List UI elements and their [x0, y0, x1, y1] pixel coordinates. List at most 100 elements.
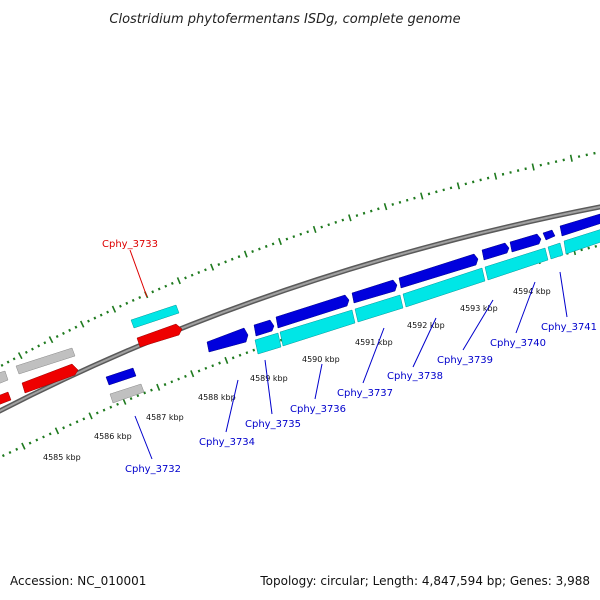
gene-arrow-blue[interactable]: [481, 242, 510, 261]
leader-line: [264, 359, 273, 415]
minor-tick: [327, 223, 331, 227]
gene-arrow-red[interactable]: [0, 391, 12, 405]
minor-tick: [593, 151, 596, 155]
major-tick: [88, 412, 93, 420]
minor-tick: [334, 220, 338, 224]
leader-line: [134, 415, 153, 460]
minor-tick: [74, 325, 78, 329]
minor-tick: [435, 190, 438, 194]
minor-tick: [6, 360, 10, 364]
minor-tick: [413, 196, 416, 200]
gene-label-cphy-3737[interactable]: Cphy_3737: [337, 388, 393, 399]
minor-tick: [170, 380, 174, 384]
major-tick: [210, 263, 215, 271]
minor-tick: [252, 348, 256, 352]
minor-tick: [12, 357, 16, 361]
minor-tick: [170, 281, 174, 285]
gene-label-cphy-3733[interactable]: Cphy_3733: [102, 239, 158, 250]
minor-tick: [138, 295, 142, 300]
minor-tick: [177, 377, 180, 381]
minor-tick: [509, 171, 512, 174]
minor-tick: [131, 298, 135, 302]
minor-tick: [279, 338, 283, 342]
gene-features: [0, 213, 600, 405]
minor-tick: [539, 163, 543, 167]
gene-label-cphy-3739[interactable]: Cphy_3739: [437, 355, 493, 366]
minor-tick: [355, 214, 359, 217]
minor-tick: [292, 235, 296, 239]
minor-tick: [594, 244, 598, 248]
gene-arrow-blue[interactable]: [105, 367, 137, 386]
minor-tick: [285, 237, 289, 241]
gene-arrow-gray[interactable]: [0, 370, 9, 384]
minor-tick: [585, 153, 588, 157]
accession-text: Accession: NC_010001: [10, 574, 147, 588]
minor-tick: [116, 402, 119, 406]
minor-tick: [562, 158, 565, 162]
gene-arrow-cyan[interactable]: [130, 304, 180, 329]
gene-label-cphy-3735[interactable]: Cphy_3735: [245, 419, 301, 430]
minor-tick: [31, 347, 34, 351]
gene-arrow-blue[interactable]: [206, 327, 249, 353]
gene-label-cphy-3738[interactable]: Cphy_3738: [387, 371, 443, 382]
minor-tick: [87, 319, 90, 323]
gene-label-cphy-3740[interactable]: Cphy_3740: [490, 338, 546, 349]
major-tick: [243, 250, 248, 258]
minor-tick: [224, 260, 227, 264]
minor-tick: [55, 334, 59, 339]
minor-tick: [258, 247, 261, 251]
gene-arrow-cyan[interactable]: [563, 229, 600, 255]
gene-arrow-gray[interactable]: [15, 347, 76, 375]
major-tick: [54, 427, 60, 435]
minor-tick: [163, 383, 167, 387]
minor-tick: [271, 242, 275, 246]
minor-tick: [449, 186, 453, 190]
major-tick: [420, 192, 424, 200]
gene-arrow-gray[interactable]: [109, 383, 145, 404]
major-tick: [48, 336, 54, 344]
minor-tick: [217, 263, 221, 266]
minor-tick: [136, 394, 140, 398]
gene-arrow-cyan[interactable]: [484, 247, 549, 281]
gene-arrow-red[interactable]: [21, 363, 79, 394]
gene-arrow-cyan[interactable]: [402, 267, 486, 308]
gene-arrow-cyan[interactable]: [254, 332, 282, 355]
gene-label-cphy-3736[interactable]: Cphy_3736: [290, 404, 346, 415]
minor-tick: [479, 178, 482, 182]
gene-label-cphy-3734[interactable]: Cphy_3734: [199, 437, 255, 448]
scale-label: 4593 kbp: [460, 304, 498, 313]
gene-label-cphy-3732[interactable]: Cphy_3732: [125, 464, 181, 475]
major-tick: [531, 163, 535, 171]
gene-labels: Cphy_3732 Cphy_3733 Cphy_3734 Cphy_3735 …: [102, 239, 597, 475]
minor-tick: [106, 310, 110, 314]
scale-label: 4589 kbp: [250, 374, 288, 383]
minor-tick: [118, 304, 122, 308]
gene-arrow-blue[interactable]: [275, 294, 350, 329]
gene-arrow-cyan[interactable]: [354, 294, 404, 323]
major-tick: [79, 320, 85, 328]
gene-arrow-red[interactable]: [136, 323, 183, 348]
minor-tick: [125, 301, 129, 305]
minor-tick: [580, 248, 583, 252]
gene-label-cphy-3741[interactable]: Cphy_3741: [541, 322, 597, 333]
minor-tick: [238, 353, 242, 357]
gene-arrow-cyan[interactable]: [279, 309, 356, 347]
minor-tick: [190, 273, 194, 277]
minor-tick: [0, 363, 4, 367]
major-tick: [21, 442, 26, 450]
minor-tick: [471, 180, 475, 184]
minor-tick: [204, 268, 207, 272]
gene-arrow-cyan[interactable]: [547, 242, 564, 260]
gene-arrow-blue[interactable]: [398, 253, 479, 289]
leader-line: [559, 271, 568, 318]
major-tick: [224, 356, 229, 364]
gene-arrow-blue[interactable]: [351, 279, 398, 304]
gene-arrow-blue[interactable]: [542, 229, 556, 241]
gene-arrow-blue[interactable]: [559, 213, 600, 237]
scale-label: 4592 kbp: [407, 321, 445, 330]
gene-arrow-blue[interactable]: [253, 319, 275, 337]
gene-arrow-blue[interactable]: [509, 233, 542, 253]
minor-tick: [306, 230, 310, 234]
minor-tick: [102, 408, 106, 412]
